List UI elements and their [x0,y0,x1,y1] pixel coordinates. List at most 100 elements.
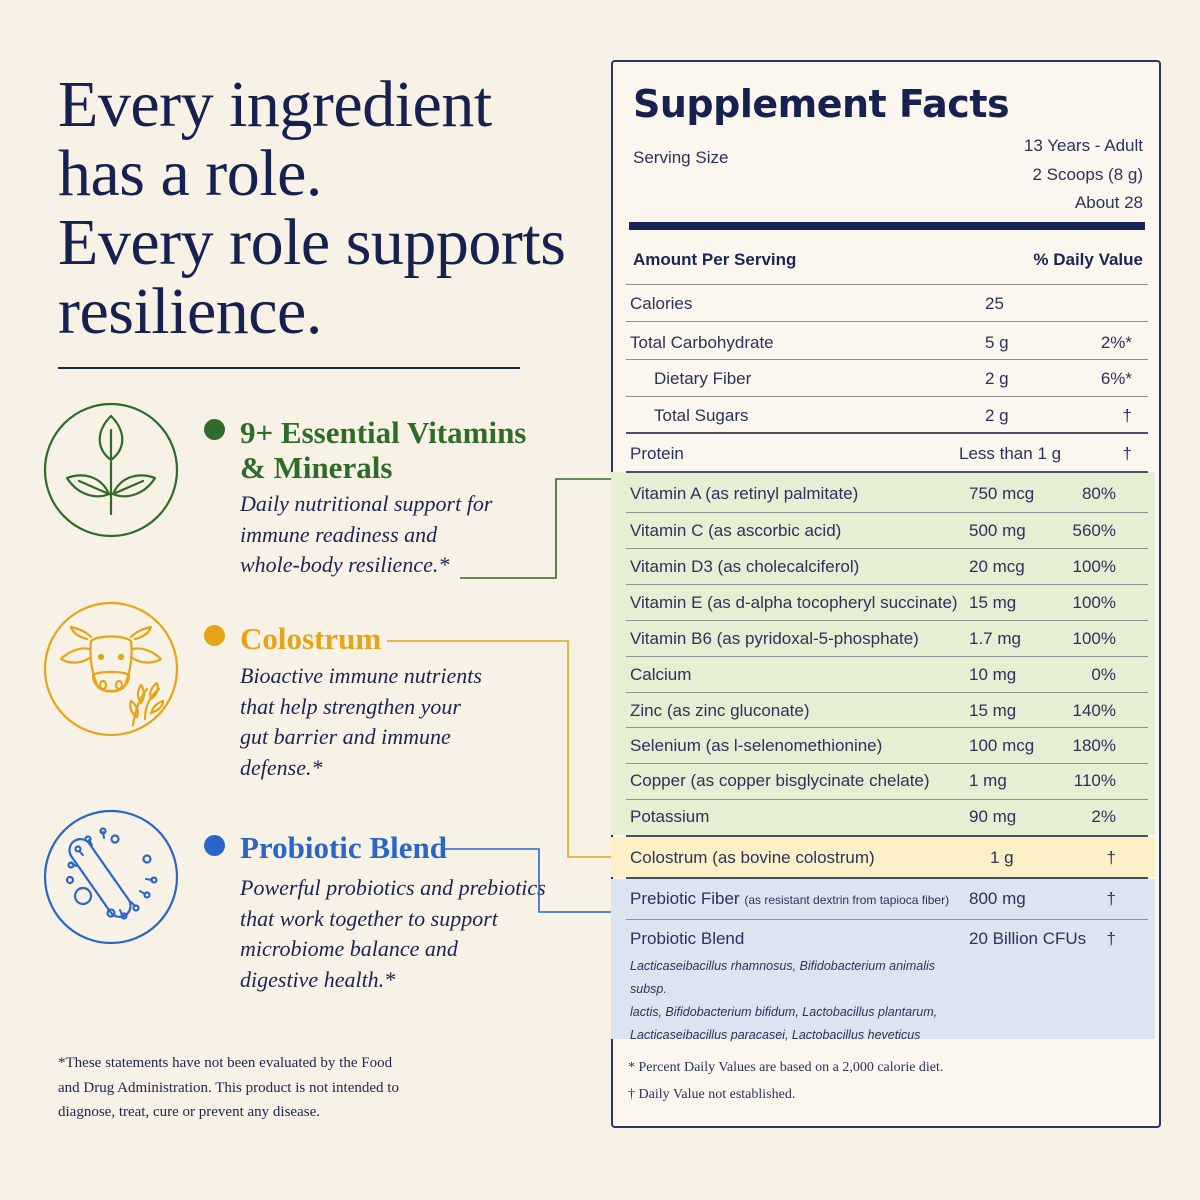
row-divider [626,692,1148,693]
facts-table: Calories 25 Total Carbohydrate 5 g 2%* D… [611,0,1161,1200]
colostrum-description: Bioactive immune nutrients that help str… [240,661,482,783]
row-divider [626,548,1148,549]
strain-line: Lacticaseibacillus paracasei, Lactobacil… [630,1028,921,1042]
row-divider [626,919,1148,920]
row-dv: † [1106,929,1116,948]
serving-value: About 28 [1074,193,1143,212]
row-dv: 100% [1072,557,1116,576]
probiotic-description-line: Powerful probiotics and prebiotics [240,875,546,900]
row-name: Colostrum (as bovine colostrum) [630,848,875,867]
headline-line: Every role supports [58,206,566,279]
headline-line: has a role. [58,137,322,210]
row-name: Vitamin C (as ascorbic acid) [630,521,842,540]
row-divider [626,835,1148,837]
row-dv: † [1122,444,1132,463]
row-amount: 25 [985,294,1004,313]
vitamins-title-line: & Minerals [240,450,393,485]
row-divider [626,471,1148,473]
vitamins-description: Daily nutritional support for immune rea… [240,489,492,581]
row-amount: 2 g [985,406,1009,425]
serving-size-label: Serving Size [633,148,729,167]
row-divider [626,799,1148,800]
amount-per-serving-header: Amount Per Serving [633,250,797,269]
probiotic-strains: Lacticaseibacillus rhamnosus, Bifidobact… [630,955,970,1047]
row-dv: 2%* [1100,333,1132,352]
row-dv: 6%* [1100,369,1132,388]
row-dv: 560% [1072,521,1116,540]
row-dv: † [1106,889,1116,908]
headline-divider [58,367,520,369]
row-amount: 2 g [985,369,1009,388]
row-amount: 15 mg [969,701,1017,720]
vitamins-bullet-dot [204,419,225,440]
row-amount: 5 g [985,333,1009,352]
row-name: Probiotic Blend [630,929,745,948]
row-divider [626,512,1148,513]
probiotic-description: Powerful probiotics and prebiotics that … [240,873,546,995]
row-name-main: Prebiotic Fiber [630,889,740,908]
serving-value: 13 Years - Adult [1023,136,1143,155]
row-amount: 90 mg [969,807,1017,826]
row-divider [626,656,1148,657]
row-amount: 750 mcg [969,484,1035,503]
probiotic-band [611,879,1155,1039]
row-divider [626,584,1148,585]
probiotic-bullet-dot [204,835,225,856]
row-divider [626,432,1148,434]
row-amount: 20 Billion CFUs [969,929,1087,948]
row-name: Prebiotic Fiber (as resistant dextrin fr… [630,889,949,909]
serving-value: 2 Scoops (8 g) [1032,164,1143,184]
row-name: Vitamin E (as d-alpha tocopheryl succina… [630,593,958,612]
row-name: Zinc (as zinc gluconate) [630,701,810,720]
row-divider [626,877,1148,879]
colostrum-title: Colostrum [240,621,381,656]
row-dv: † [1106,848,1116,867]
row-dv: 140% [1072,701,1116,720]
row-name: Vitamin A (as retinyl palmitate) [630,484,859,503]
disclaimer-line: diagnose, treat, cure or prevent any dis… [58,1104,320,1120]
row-name: Total Carbohydrate [630,333,774,352]
row-name: Total Sugars [654,406,749,425]
row-divider [626,321,1148,322]
row-name: Vitamin B6 (as pyridoxal-5-phosphate) [630,629,919,648]
daily-value-header: % Daily Value [1033,250,1143,269]
row-name-note: (as resistant dextrin from tapioca fiber… [744,893,950,907]
row-divider [626,284,1148,285]
thick-divider [629,222,1145,230]
headline-line: resilience. [58,275,322,348]
probiotic-description-line: microbiome balance and [240,936,458,961]
cow-icon [43,601,179,737]
headline: Every ingredient has a role. Every role … [58,70,598,346]
row-amount: 15 mg [969,593,1017,612]
row-name: Selenium (as l-selenomethionine) [630,736,883,755]
colostrum-band [611,837,1155,877]
row-amount: 1.7 mg [969,629,1021,648]
leaf-plant-icon [43,402,179,538]
colostrum-description-line: that help strengthen your [240,693,461,719]
row-dv: 0% [1091,665,1116,684]
row-amount: 20 mcg [969,557,1025,576]
row-dv: 100% [1072,629,1116,648]
probiotic-description-line: digestive health.* [240,966,396,992]
row-name: Copper (as copper bisglycinate chelate) [630,771,930,790]
vitamins-description-line: Daily nutritional support for [240,491,493,516]
row-dv: 180% [1072,736,1116,755]
vitamins-description-line: whole-body resilience.* [240,552,450,577]
row-divider [626,763,1148,764]
row-amount: 10 mg [969,665,1017,684]
footnote-daily-values: * Percent Daily Values are based on a 2,… [628,1060,944,1075]
row-dv: 100% [1072,593,1116,612]
row-name: Dietary Fiber [654,369,752,388]
row-dv: 110% [1073,771,1116,790]
row-divider [626,359,1148,360]
strain-line: lactis, Bifidobacterium bifidum, Lactoba… [630,1005,938,1019]
row-amount: 1 g [990,848,1014,867]
vitamins-title-line: 9+ Essential Vitamins [240,415,527,450]
row-name: Protein [630,444,684,463]
vitamins-title: 9+ Essential Vitamins & Minerals [240,415,526,485]
row-divider [626,727,1148,728]
row-amount: 800 mg [969,889,1026,908]
colostrum-description-line: defense.* [240,754,323,780]
disclaimer-line: and Drug Administration. This product is… [58,1079,399,1096]
row-divider [626,620,1148,621]
